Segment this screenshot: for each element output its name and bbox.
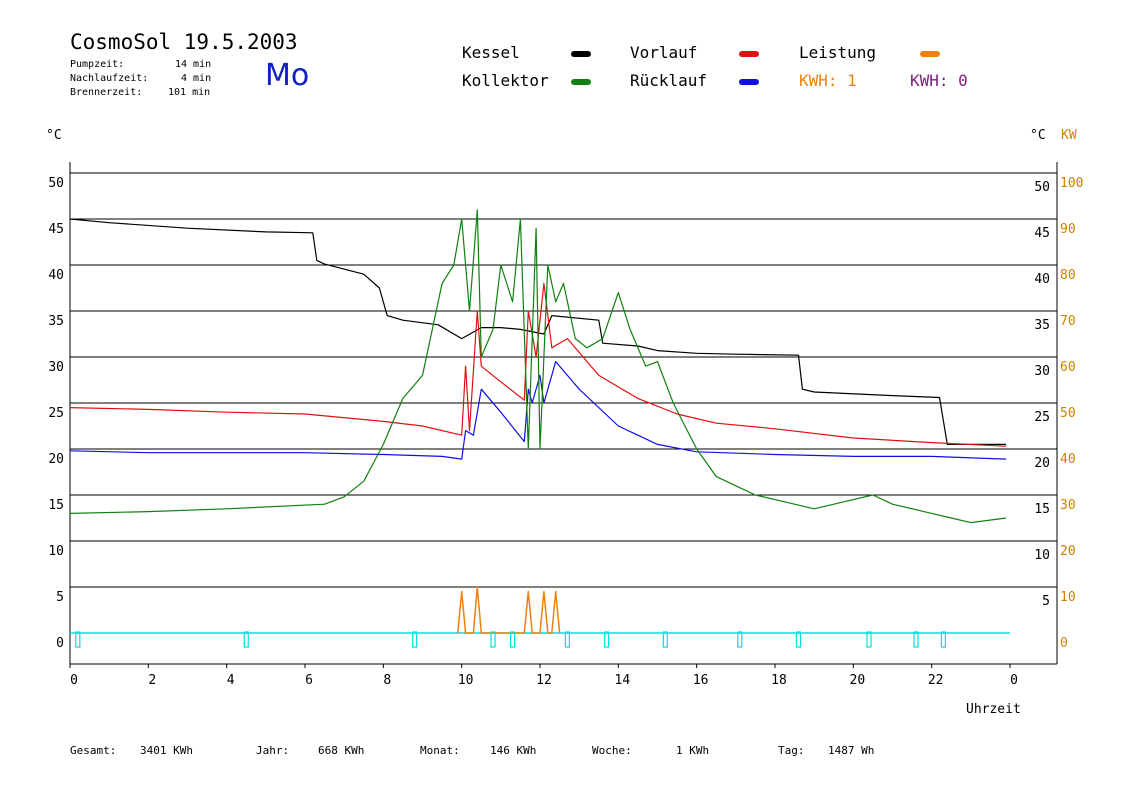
footer-tag-label: Tag: [778, 744, 805, 757]
pump-marker [564, 631, 571, 648]
stat-nachlaufzeit-value: 4 min [181, 73, 212, 84]
legend-kessel-label: Kessel [462, 43, 520, 62]
y-tick-label-kw: 80 [1060, 268, 1076, 283]
y-tick-label-kw: 30 [1060, 498, 1076, 513]
y-tick-label-right: 25 [1034, 410, 1050, 425]
weekday-label: Mo [265, 58, 310, 93]
pump-marker [866, 631, 872, 648]
pump-marker [662, 631, 668, 648]
legend-kwh-2: KWH: 0 [910, 71, 968, 90]
pump-marker [412, 631, 418, 648]
footer-tag-value: 1487 Wh [828, 744, 875, 757]
pump-marker [509, 631, 516, 648]
legend-kollektor-swatch [571, 79, 591, 85]
pump-marker [603, 631, 610, 648]
x-tick-label: 4 [227, 673, 235, 688]
y-tick-label-right: 5 [1042, 594, 1050, 609]
footer-gesamt-value: 3401 KWh [140, 744, 193, 757]
y-tick-label-kw: 0 [1060, 636, 1068, 651]
y-tick-label: 25 [48, 406, 64, 421]
x-tick-label: 8 [383, 673, 391, 688]
y-tick-label: 0 [56, 636, 64, 651]
legend-leistung-swatch [920, 51, 940, 57]
footer-monat-value: 146 KWh [490, 744, 537, 757]
stat-pumpzeit-value: 14 min [175, 59, 212, 70]
legend-kollektor-label: Kollektor [462, 71, 549, 90]
y-tick-label-right: 15 [1034, 502, 1050, 517]
y-tick-label-kw: 50 [1060, 406, 1076, 421]
chart-title: CosmoSol 19.5.2003 [70, 30, 298, 54]
y-tick-label-kw: 40 [1060, 452, 1076, 467]
series-kollektor [69, 209, 1007, 524]
y-tick-label: 20 [48, 452, 64, 467]
legend-vorlauf-swatch [739, 51, 759, 57]
y-tick-label-right: 10 [1034, 548, 1050, 563]
series-rcklauf [69, 361, 1007, 460]
x-tick-label: 12 [536, 673, 552, 688]
y-tick-label-right: 20 [1034, 456, 1050, 471]
y-tick-label-kw: 70 [1060, 314, 1076, 329]
footer-gesamt-label: Gesamt: [70, 744, 117, 757]
legend-kwh-1: KWH: 1 [799, 71, 857, 90]
y-tick-label: 5 [56, 590, 64, 605]
y-tick-label: 10 [48, 544, 64, 559]
pump-marker [75, 631, 81, 648]
y-tick-label-right: 50 [1034, 180, 1050, 195]
footer-monat-label: Monat: [420, 744, 460, 757]
y-tick-label: 50 [48, 176, 64, 191]
stat-brennerzeit-value: 101 min [168, 87, 211, 98]
x-tick-label: 2 [148, 673, 156, 688]
y-tick-label: 30 [48, 360, 64, 375]
footer-woche-label: Woche: [592, 744, 632, 757]
series-leistung [457, 586, 561, 634]
legend-vorlauf-label: Vorlauf [630, 43, 698, 62]
y-tick-label-kw: 10 [1060, 590, 1076, 605]
y-tick-label-kw: 60 [1060, 360, 1076, 375]
footer-woche-value: 1 KWh [676, 744, 710, 757]
stat-brennerzeit-label: Brennerzeit: [70, 87, 143, 98]
series-vorlauf [69, 282, 1007, 447]
x-tick-label: 6 [305, 673, 313, 688]
x-tick-label: 0 [1010, 673, 1018, 688]
legend-ruecklauf-swatch [739, 79, 759, 85]
pump-marker [737, 631, 743, 648]
y-tick-label-kw: 100 [1060, 176, 1083, 191]
y-tick-label-right: 35 [1034, 318, 1050, 333]
y-tick-label-right: 45 [1034, 226, 1050, 241]
y-tick-label-right: 30 [1034, 364, 1050, 379]
pump-marker [490, 631, 496, 648]
x-tick-label: 14 [615, 673, 631, 688]
stat-nachlaufzeit-label: Nachlaufzeit: [70, 73, 149, 84]
right-axis-unit: °C [1030, 128, 1046, 143]
x-tick-label: 18 [771, 673, 787, 688]
x-tick-label: 0 [70, 673, 78, 688]
pump-marker [243, 631, 249, 648]
pump-marker [795, 631, 802, 648]
footer-jahr-value: 668 KWh [318, 744, 365, 757]
legend-kessel-swatch [571, 51, 591, 57]
x-tick-label: 16 [693, 673, 709, 688]
y-tick-label-kw: 20 [1060, 544, 1076, 559]
y-tick-label-kw: 90 [1060, 222, 1076, 237]
x-tick-label: 22 [928, 673, 944, 688]
y-tick-label: 45 [48, 222, 64, 237]
pump-marker [913, 631, 919, 648]
legend-leistung-label: Leistung [799, 43, 877, 62]
x-tick-label: 20 [850, 673, 866, 688]
pump-marker [940, 631, 947, 648]
legend-ruecklauf-label: Rücklauf [630, 71, 708, 90]
stat-pumpzeit-label: Pumpzeit: [70, 59, 125, 70]
left-axis-unit: °C [46, 128, 62, 143]
y-tick-label: 15 [48, 498, 64, 513]
y-tick-label-right: 40 [1034, 272, 1050, 287]
right-axis-unit-kw: KW [1061, 128, 1077, 143]
y-tick-label: 40 [48, 268, 64, 283]
y-tick-label: 35 [48, 314, 64, 329]
footer-jahr-label: Jahr: [256, 744, 290, 757]
x-tick-label: 10 [458, 673, 474, 688]
x-axis-label: Uhrzeit [966, 702, 1021, 717]
series-kessel [69, 218, 1007, 445]
